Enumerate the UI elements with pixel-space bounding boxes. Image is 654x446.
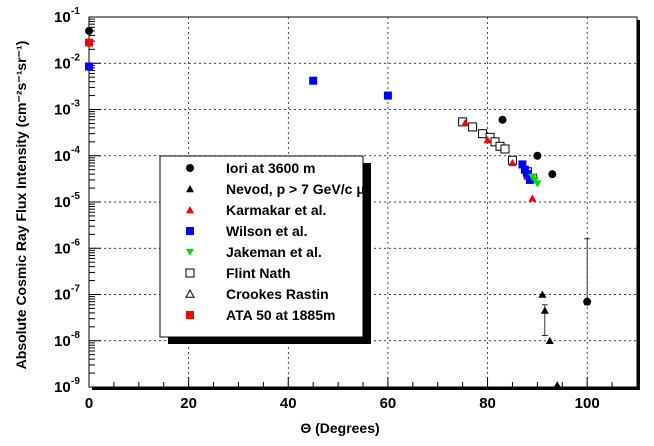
point-iori-at-3600-m: [583, 297, 592, 306]
x-axis-title: Θ (Degrees): [300, 420, 379, 436]
point-karmakar-et-al: [461, 119, 470, 127]
legend-label: Crookes Rastin: [226, 286, 329, 302]
point-iori-at-3600-m: [498, 115, 507, 124]
y-tick-label: 10 -7: [54, 284, 80, 304]
y-tick-labels: 10-910-810-710-610-510-410-310-210-1: [54, 6, 80, 396]
legend-label: Jakeman et al.: [226, 244, 322, 260]
y-tick-base: 10: [54, 102, 71, 119]
point-flint-nath: [500, 144, 510, 154]
legend-marker-iori-at-3600-m: [186, 164, 194, 172]
legend-label: Iori at 3600 m: [226, 160, 316, 176]
point-wilson-et-al: [520, 165, 529, 174]
point-wilson-et-al: [383, 91, 392, 100]
y-tick-base: 10: [54, 240, 71, 257]
legend-marker-flint-nath: [185, 268, 195, 278]
legend-marker-crookes-rastin: [185, 288, 195, 298]
y-tick-base: 10: [54, 379, 71, 396]
y-tick-exponent: -4: [71, 145, 80, 156]
legend-entries: Iori at 3600 m Nevod, p > 7 GeV/c μ Karmak…: [185, 160, 365, 323]
point-iori-at-3600-m: [533, 151, 542, 160]
legend: Iori at 3600 m Nevod, p > 7 GeV/c μ Karmak…: [159, 155, 371, 344]
point-nevod-p-7-gev-c: [545, 336, 554, 344]
legend-marker-jakeman-et-al: [186, 248, 194, 256]
legend-label: ATA 50 at 1885m: [226, 307, 335, 323]
point-karmakar-et-al: [483, 135, 492, 144]
legend-label: Karmakar et al.: [226, 202, 326, 218]
point-flint-nath: [468, 122, 478, 132]
x-tick-labels: 0 20 40 60 80 100: [85, 395, 600, 412]
y-tick-base: 10: [54, 194, 71, 211]
y-tick-label: 10 -4: [54, 145, 80, 165]
x-tick-label: 40: [280, 395, 297, 412]
point-wilson-et-al: [518, 160, 527, 169]
y-tick-exponent: -1: [71, 6, 80, 17]
legend-label: Wilson et al.: [226, 223, 308, 239]
y-tick-base: 10: [54, 9, 71, 26]
legend-marker-ata-50-at-1885m: [186, 311, 194, 319]
point-karmakar-et-al: [508, 158, 517, 167]
x-tick-label: 80: [479, 395, 496, 412]
y-tick-base: 10: [54, 287, 71, 304]
y-tick-exponent: -2: [71, 52, 80, 63]
point-iori-at-3600-m: [85, 26, 93, 35]
y-tick-label: 10 -6: [54, 237, 80, 257]
axis-ticks: [88, 16, 638, 388]
y-tick-label: 10 -8: [54, 330, 80, 350]
point-flint-nath: [478, 129, 488, 139]
y-tick-label: 10 -2: [54, 52, 80, 72]
y-tick-label: 10 -3: [54, 99, 80, 119]
legend-box: [159, 155, 364, 338]
point-nevod-p-7-gev-c: [553, 381, 562, 389]
point-ata-50-at-1885m: [85, 38, 93, 47]
legend-marker-karmakar-et-al: [186, 206, 194, 214]
y-tick-exponent: -8: [71, 330, 80, 341]
point-jakeman-et-al: [530, 176, 539, 184]
x-tick-label: 0: [85, 395, 93, 412]
y-tick-exponent: -9: [71, 376, 80, 387]
x-tick-label: 60: [380, 395, 397, 412]
y-tick-base: 10: [54, 333, 71, 350]
legend-label: Nevod, p > 7 GeV/c μ: [226, 181, 365, 197]
y-tick-exponent: -7: [71, 284, 80, 295]
legend-marker-wilson-et-al: [186, 227, 194, 235]
y-tick-label: 10 -5: [54, 191, 80, 211]
x-tick-label: 20: [180, 395, 197, 412]
y-tick-base: 10: [54, 55, 71, 72]
y-tick-exponent: -6: [71, 237, 80, 248]
y-tick-exponent: -3: [71, 99, 80, 110]
y-tick-label: 10 -1: [54, 6, 80, 26]
data-marks: [85, 26, 592, 389]
point-nevod-p-7-gev-c: [540, 306, 549, 314]
x-tick-label: 100: [575, 395, 600, 412]
y-tick-label: 10 -9: [54, 376, 80, 396]
point-nevod-p-7-gev-c: [538, 290, 547, 298]
point-wilson-et-al: [523, 170, 532, 179]
point-jakeman-et-al: [533, 180, 542, 188]
point-karmakar-et-al: [528, 194, 537, 202]
y-tick-base: 10: [54, 148, 71, 165]
y-tick-exponent: -5: [71, 191, 80, 202]
legend-label: Flint Nath: [226, 265, 291, 281]
point-wilson-et-al: [525, 175, 534, 184]
y-axis-title: Absolute Cosmic Ray Flux Intensity (cm⁻²…: [13, 41, 29, 370]
legend-marker-nevod-p-7-gev-c: [186, 185, 194, 193]
point-wilson-et-al: [85, 62, 93, 71]
point-wilson-et-al: [309, 76, 318, 85]
point-iori-at-3600-m: [548, 170, 557, 179]
